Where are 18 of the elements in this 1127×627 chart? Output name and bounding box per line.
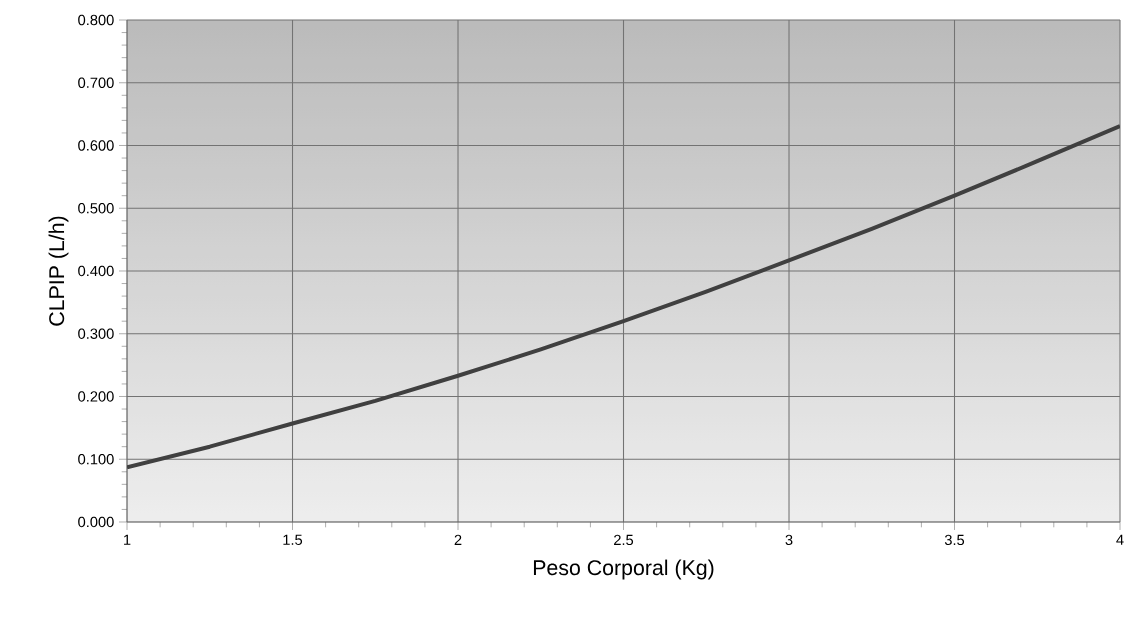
y-tick-label: 0.700 (78, 77, 114, 88)
y-tick-label: 0.000 (78, 516, 114, 528)
y-tick-label: 0.200 (78, 391, 114, 402)
x-tick-label: 1.5 (283, 534, 303, 545)
y-tick-label: 0.400 (78, 265, 114, 277)
x-tick-label: 1 (124, 534, 131, 545)
y-tick-label: 0.800 (78, 14, 114, 26)
y-tick-label: 0.100 (78, 454, 114, 465)
x-tick-label: 2 (454, 534, 462, 545)
y-tick-label: 0.500 (78, 203, 114, 214)
x-tick-label: 4 (1116, 534, 1124, 545)
x-tick-label: 3.5 (944, 534, 965, 546)
x-tick-label: 2.5 (614, 534, 634, 546)
y-tick-label: 0.300 (78, 328, 114, 339)
x-tick-label: 3 (785, 534, 793, 546)
x-axis-title: Peso Corporal (Kg) (533, 559, 714, 580)
y-tick-label: 0.600 (78, 140, 114, 151)
y-axis-title: CLPIP (L/h) (48, 216, 69, 326)
